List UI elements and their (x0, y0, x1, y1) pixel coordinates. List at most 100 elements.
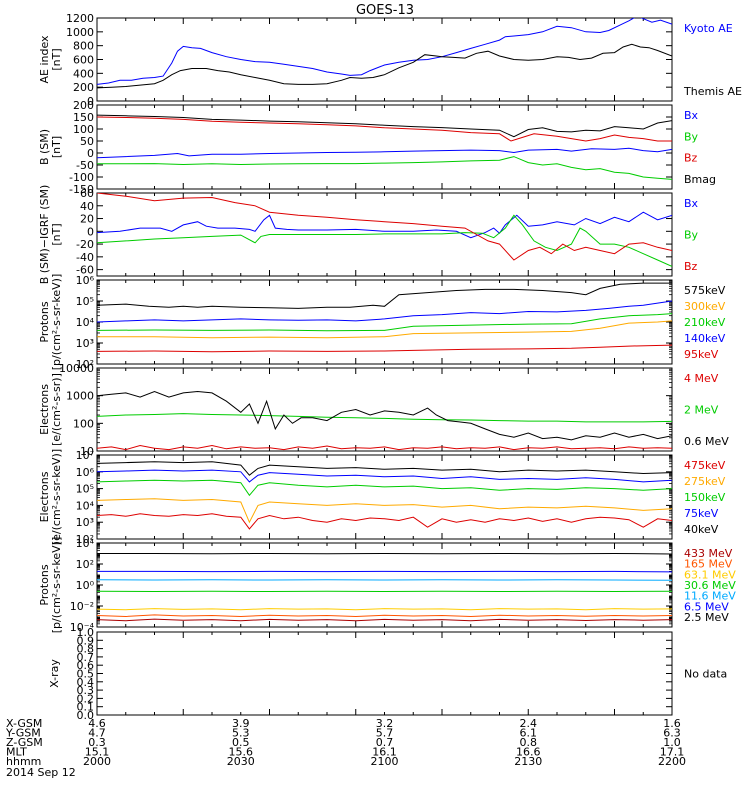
y-tick-label: 10² (76, 533, 94, 546)
legend-entry: 475keV (684, 459, 726, 472)
series-line-bx (97, 211, 672, 239)
series-line-165-mev (97, 614, 672, 618)
y-tick-label: 0.0 (77, 709, 95, 722)
legend-entry: Bmag (684, 173, 716, 186)
plot-frame (96, 631, 673, 716)
series-line-bmag (97, 114, 672, 138)
y-tick-label: 10⁶ (76, 466, 95, 479)
y-tick-label: 10⁴ (76, 316, 95, 329)
legend-entry: Kyoto AE (684, 22, 733, 35)
y-axis-label-line: [e/(cm²-s-sr-keV)] (50, 449, 63, 545)
ephemeris-value: 0.3 (88, 736, 106, 749)
y-tick-label: 10³ (76, 516, 94, 529)
panel-protons_hi: 10⁻⁴ 10⁻² 10⁰ 10² 10⁴ Protons[p/(cm²-s-sr-keV… (38, 537, 736, 634)
legend-entry: 2 MeV (684, 404, 719, 417)
y-tick-label: 0.7 (77, 651, 95, 664)
series-line-95kev (97, 344, 672, 353)
y-tick-label: 0.3 (77, 684, 95, 697)
series-line-2-mev (97, 413, 672, 423)
series-line-0.6-mev (97, 390, 672, 441)
y-tick-label: 50 (80, 135, 94, 148)
ephemeris-row-label: Z-GSM (6, 736, 43, 749)
y-tick-label: 10³ (76, 337, 94, 350)
ephemeris-value: 2000 (83, 755, 111, 768)
y-tick-label: 10² (76, 558, 94, 571)
y-axis-label-line: [nT] (50, 48, 63, 70)
plot-frame (96, 17, 673, 102)
y-axis-label-line: [nT] (50, 223, 63, 245)
legend-entry: 140keV (684, 332, 726, 345)
legend-entry: 40keV (684, 523, 719, 536)
series-line-by (97, 214, 672, 267)
y-tick-label: 100 (73, 123, 94, 136)
y-axis-label-line: [p/(cm²-s-sr-keV)] (50, 274, 63, 371)
legend-entry: Themis AE (683, 85, 742, 98)
legend-entry: Bx (684, 109, 699, 122)
y-tick-label: 150 (73, 111, 94, 124)
y-tick-label: 800 (73, 40, 94, 53)
legend-entry: 300keV (684, 300, 726, 313)
date-label: 2014 Sep 12 (6, 766, 76, 779)
y-tick-label: 10⁵ (76, 295, 94, 308)
y-axis-label: X-ray (48, 659, 61, 688)
ephemeris-value: 2130 (514, 755, 542, 768)
legend-entry: Bz (684, 152, 698, 165)
y-tick-label: 0.8 (77, 643, 95, 656)
ephemeris-value: 4.6 (88, 717, 106, 730)
ephemeris-value: 2200 (658, 755, 686, 768)
y-tick-label: 1000 (66, 26, 94, 39)
legend-entry: 275keV (684, 475, 726, 488)
ephemeris-value: 3.2 (376, 717, 394, 730)
panel-electrons_lo: 10² 10³ 10⁴ 10⁵ 10⁶ 10⁷ Electrons[e/(cm²-s-sr-… (38, 449, 726, 546)
y-tick-label: 10⁻⁴ (70, 621, 95, 634)
legend-entry: By (684, 130, 699, 143)
plot-frame (96, 454, 673, 540)
ephemeris-value: 17.1 (660, 746, 685, 759)
ephemeris-value: 15.1 (85, 746, 110, 759)
y-tick-label: 10⁰ (76, 579, 95, 592)
y-tick-label: 200 (73, 81, 94, 94)
legend-entry: By (684, 229, 699, 242)
legend-entry: 30.6 MeV (684, 579, 736, 592)
y-tick-label: -50 (76, 159, 94, 172)
series-line-475kev (97, 513, 672, 530)
ephemeris-value: 0.7 (376, 736, 394, 749)
y-axis-label-line: AE index (38, 35, 51, 84)
ephemeris-row-label: hhmm (6, 755, 41, 768)
y-tick-label: 40 (80, 200, 94, 213)
y-tick-label: -60 (76, 264, 94, 277)
ephemeris-row-label: X-GSM (6, 717, 42, 730)
legend-entry: 2.5 MeV (684, 611, 729, 624)
y-axis-label-line: Protons (38, 301, 51, 342)
ephemeris-value: 5.3 (232, 727, 250, 740)
series-line-6.5-mev (97, 570, 672, 573)
y-axis-label-line: X-ray (48, 659, 61, 688)
series-line-140kev (97, 300, 672, 323)
plot-frame (96, 542, 673, 628)
y-tick-label: 10⁷ (76, 449, 94, 462)
y-axis-label-line: Electrons (38, 384, 51, 435)
series-line-575kev (97, 282, 672, 309)
ephemeris-value: 0.8 (520, 736, 538, 749)
plot-frame (96, 367, 673, 452)
series-line-433-mev (97, 618, 672, 622)
y-axis-label-line: Electrons (38, 471, 51, 522)
legend-entry: Bz (684, 260, 698, 273)
y-tick-label: 1200 (66, 12, 94, 25)
figure-title: GOES-13 (356, 3, 414, 18)
series-line-kyoto-ae (97, 18, 672, 85)
y-tick-label: 200 (73, 99, 94, 112)
y-axis-label-line: [e/(cm²-s-sr)] (50, 373, 63, 446)
y-tick-label: 60 (80, 187, 94, 200)
y-tick-label: -150 (69, 183, 94, 196)
legend-entry: 150keV (684, 491, 726, 504)
y-axis-label-line: Protons (38, 564, 51, 605)
y-tick-label: 10 (80, 445, 94, 458)
y-tick-label: 0.4 (77, 676, 95, 689)
y-tick-label: 10² (76, 358, 94, 371)
y-tick-label: 100 (73, 417, 94, 430)
